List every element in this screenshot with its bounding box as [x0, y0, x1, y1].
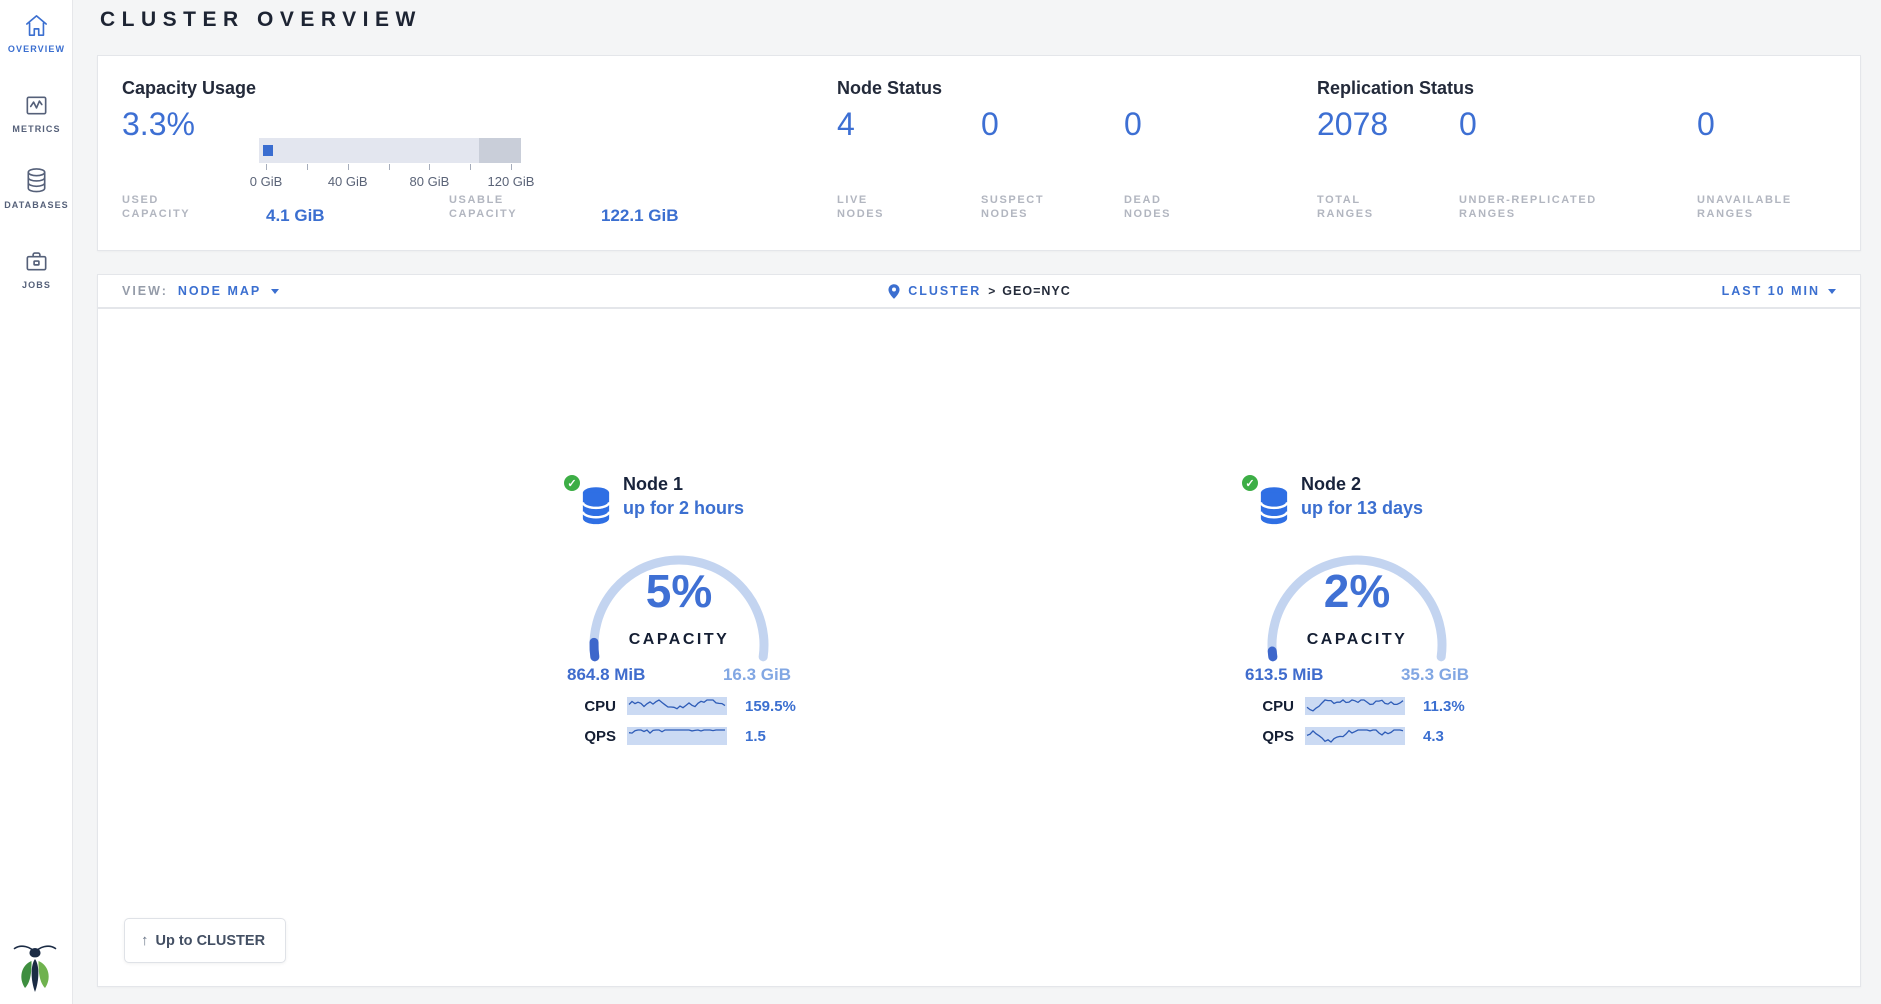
suspect-nodes-value: 0	[981, 106, 999, 142]
node-capacity-label: CAPACITY	[559, 631, 799, 649]
node-capacity-percent: 5%	[559, 564, 799, 618]
node-total-capacity: 16.3 GiB	[723, 665, 791, 685]
capacity-tick	[266, 164, 267, 170]
capacity-tick	[389, 164, 390, 170]
metrics-icon	[23, 92, 50, 119]
cpu-sparkline	[1305, 697, 1405, 715]
capacity-tick	[307, 164, 308, 170]
node-map: ✓ Node 1 up for 2 hours 5% CAPACITY 864.…	[97, 308, 1861, 987]
cluster-summary-panel: Capacity Usage 3.3% 0 GiB 40 GiB 80 GiB …	[97, 55, 1861, 251]
time-range-value: LAST 10 MIN	[1722, 284, 1820, 298]
unavailable-ranges-value: 0	[1697, 106, 1715, 142]
node-used-capacity: 864.8 MiB	[567, 665, 645, 685]
qps-label: QPS	[1237, 728, 1294, 745]
sidebar-item-metrics[interactable]: METRICS	[0, 92, 73, 134]
briefcase-icon	[23, 248, 50, 275]
replication-status-title: Replication Status	[1317, 78, 1474, 99]
view-bar: VIEW: NODE MAP CLUSTER > GEO=NYC LAST 10…	[97, 274, 1861, 308]
capacity-tick	[429, 164, 430, 170]
node-database-icon	[1259, 485, 1289, 527]
node-uptime: up for 2 hours	[623, 498, 744, 519]
node-total-capacity: 35.3 GiB	[1401, 665, 1469, 685]
total-ranges-label: TOTAL RANGES	[1317, 193, 1397, 221]
sidebar: OVERVIEW METRICS DATABASES JOBS	[0, 0, 73, 1004]
cpu-label: CPU	[559, 698, 616, 715]
sidebar-item-label: OVERVIEW	[0, 44, 73, 54]
node-live-check-icon: ✓	[562, 473, 582, 493]
sidebar-item-databases[interactable]: DATABASES	[0, 166, 73, 210]
total-ranges-value: 2078	[1317, 106, 1388, 142]
node-name: Node 2	[1301, 474, 1361, 495]
breadcrumb-separator: >	[988, 284, 995, 298]
qps-value: 1.5	[745, 728, 766, 745]
capacity-percent: 3.3%	[122, 106, 195, 142]
capacity-tick-label: 0 GiB	[231, 174, 301, 189]
cpu-value: 11.3%	[1423, 698, 1465, 715]
capacity-bar-nonusable	[479, 138, 521, 163]
cockroachdb-logo	[12, 942, 58, 996]
capacity-tick-label: 120 GiB	[476, 174, 546, 189]
breadcrumb-cluster[interactable]: CLUSTER	[908, 284, 981, 298]
node-header: ✓ Node 2 up for 13 days	[1237, 471, 1477, 529]
qps-sparkline	[1305, 727, 1405, 745]
arrow-up-icon: ↑	[141, 932, 149, 949]
time-range-selector[interactable]: LAST 10 MIN	[1722, 284, 1836, 298]
sidebar-item-jobs[interactable]: JOBS	[0, 248, 73, 290]
qps-label: QPS	[559, 728, 616, 745]
page-title: CLUSTER OVERVIEW	[100, 8, 422, 32]
capacity-tick-label: 40 GiB	[313, 174, 383, 189]
node-live-check-icon: ✓	[1240, 473, 1260, 493]
node-status-title: Node Status	[837, 78, 942, 99]
node-capacity-label: CAPACITY	[1237, 631, 1477, 649]
node-capacity-percent: 2%	[1237, 564, 1477, 618]
capacity-bar-used	[263, 145, 273, 156]
sidebar-item-label: DATABASES	[0, 200, 73, 210]
used-capacity-value: 4.1 GiB	[266, 206, 325, 226]
dead-nodes-label: DEAD NODES	[1124, 193, 1204, 221]
breadcrumb-current: GEO=NYC	[1002, 284, 1070, 298]
node-card-1[interactable]: ✓ Node 1 up for 2 hours 5% CAPACITY 864.…	[559, 471, 799, 761]
node-uptime: up for 13 days	[1301, 498, 1423, 519]
cpu-value: 159.5%	[745, 698, 796, 715]
dead-nodes-value: 0	[1124, 106, 1142, 142]
sidebar-item-overview[interactable]: OVERVIEW	[0, 12, 73, 54]
node-database-icon	[581, 485, 611, 527]
unavailable-ranges-label: UNAVAILABLE RANGES	[1697, 193, 1807, 221]
sidebar-item-label: JOBS	[0, 280, 73, 290]
cpu-sparkline	[627, 697, 727, 715]
live-nodes-label: LIVE NODES	[837, 193, 917, 221]
node-header: ✓ Node 1 up for 2 hours	[559, 471, 799, 529]
up-to-cluster-label: Up to CLUSTER	[156, 933, 266, 949]
used-capacity-label: USED CAPACITY	[122, 193, 200, 221]
under-replicated-ranges-label: UNDER-REPLICATED RANGES	[1459, 193, 1629, 221]
capacity-tick	[470, 164, 471, 170]
up-to-cluster-button[interactable]: ↑ Up to CLUSTER	[124, 918, 286, 963]
qps-sparkline	[627, 727, 727, 745]
capacity-bar	[259, 138, 521, 163]
sidebar-item-label: METRICS	[0, 124, 73, 134]
capacity-tick	[511, 164, 512, 170]
capacity-tick	[348, 164, 349, 170]
node-card-2[interactable]: ✓ Node 2 up for 13 days 2% CAPACITY 613.…	[1237, 471, 1477, 761]
node-used-capacity: 613.5 MiB	[1245, 665, 1323, 685]
suspect-nodes-label: SUSPECT NODES	[981, 193, 1061, 221]
under-replicated-ranges-value: 0	[1459, 106, 1477, 142]
home-icon	[23, 12, 50, 39]
live-nodes-value: 4	[837, 106, 855, 142]
database-icon	[23, 166, 50, 195]
location-pin-icon	[887, 283, 901, 300]
qps-value: 4.3	[1423, 728, 1444, 745]
chevron-down-icon	[1828, 289, 1836, 294]
cpu-label: CPU	[1237, 698, 1294, 715]
usable-capacity-value: 122.1 GiB	[601, 206, 679, 226]
node-name: Node 1	[623, 474, 683, 495]
capacity-usage-title: Capacity Usage	[122, 78, 256, 99]
usable-capacity-label: USABLE CAPACITY	[449, 193, 529, 221]
capacity-tick-label: 80 GiB	[394, 174, 464, 189]
